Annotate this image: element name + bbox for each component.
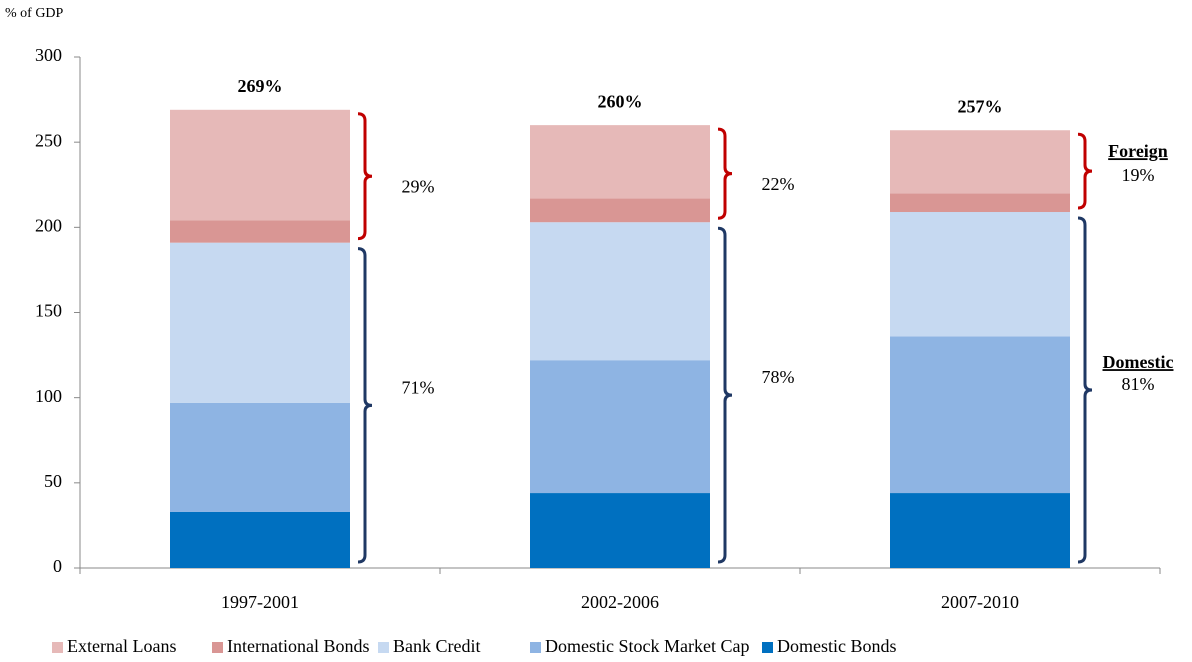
legend-swatch bbox=[378, 642, 389, 653]
bar-segment bbox=[170, 109, 350, 221]
legend-swatch bbox=[530, 642, 541, 653]
domestic-share: 81% bbox=[1122, 374, 1155, 394]
bar-segment bbox=[890, 493, 1070, 568]
domestic-share: 78% bbox=[762, 367, 795, 387]
y-tick-label: 250 bbox=[35, 130, 62, 150]
bar-segment bbox=[890, 212, 1070, 337]
bar-segment bbox=[890, 193, 1070, 213]
legend-swatch bbox=[762, 642, 773, 653]
bar-segment bbox=[170, 511, 350, 568]
domestic-label: Domestic bbox=[1103, 352, 1174, 372]
y-tick-label: 0 bbox=[53, 556, 62, 576]
domestic-share: 71% bbox=[402, 377, 435, 397]
legend-label: Bank Credit bbox=[393, 636, 481, 656]
x-tick-label: 2002-2006 bbox=[581, 592, 659, 612]
legend-label: Domestic Bonds bbox=[777, 636, 897, 656]
foreign-label: Foreign bbox=[1108, 141, 1168, 161]
y-axis-label: % of GDP bbox=[5, 6, 64, 21]
brace bbox=[1077, 132, 1093, 210]
legend-label: External Loans bbox=[67, 636, 176, 656]
foreign-share: 19% bbox=[1122, 165, 1155, 185]
bar-segment bbox=[170, 242, 350, 403]
bar-segment bbox=[170, 402, 350, 512]
bar-segment bbox=[530, 198, 710, 223]
legend-swatch bbox=[212, 642, 223, 653]
brace bbox=[1077, 216, 1093, 564]
foreign-share: 29% bbox=[402, 176, 435, 196]
bar-segment bbox=[530, 360, 710, 494]
bar-segment bbox=[170, 220, 350, 243]
legend-label: International Bonds bbox=[227, 636, 369, 656]
bar-segment bbox=[890, 130, 1070, 194]
brace bbox=[357, 247, 373, 564]
y-tick-label: 50 bbox=[44, 471, 62, 491]
bar-segment bbox=[530, 222, 710, 361]
foreign-share: 22% bbox=[762, 174, 795, 194]
y-tick-label: 300 bbox=[35, 45, 62, 65]
brace bbox=[717, 127, 733, 220]
legend-swatch bbox=[52, 642, 63, 653]
y-tick-label: 100 bbox=[35, 386, 62, 406]
x-tick-label: 1997-2001 bbox=[221, 592, 299, 612]
legend-label: Domestic Stock Market Cap bbox=[545, 636, 749, 656]
total-label: 260% bbox=[598, 91, 643, 111]
bar-segment bbox=[890, 336, 1070, 494]
total-label: 269% bbox=[238, 76, 283, 96]
y-tick-label: 150 bbox=[35, 301, 62, 321]
bar-segment bbox=[530, 125, 710, 199]
brace bbox=[357, 112, 373, 241]
total-label: 257% bbox=[958, 96, 1003, 116]
brace bbox=[717, 226, 733, 564]
y-tick-label: 200 bbox=[35, 215, 62, 235]
bar-segment bbox=[530, 493, 710, 568]
x-tick-label: 2007-2010 bbox=[941, 592, 1019, 612]
